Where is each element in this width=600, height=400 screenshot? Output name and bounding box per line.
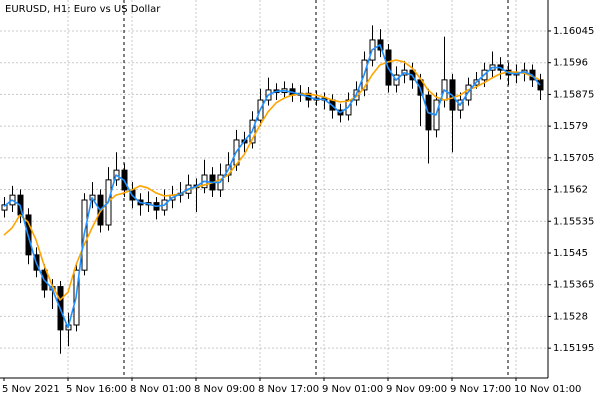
y-tick-label: 1.15195 — [553, 343, 594, 354]
y-tick-label: 1.16045 — [553, 26, 594, 37]
mark-layer — [1, 25, 544, 354]
chart-title: EURUSD, H1: Euro vs US Dollar — [5, 4, 161, 15]
y-tick-label: 1.15705 — [553, 153, 594, 164]
y-tick-label: 1.1562 — [553, 185, 588, 196]
x-tick-label: 8 Nov 09:00 — [194, 384, 255, 395]
candle-body — [1, 204, 8, 211]
y-tick-label: 1.1528 — [553, 311, 588, 322]
x-tick-label: 10 Nov 01:00 — [514, 384, 581, 395]
x-tick-label: 9 Nov 17:00 — [450, 384, 511, 395]
y-tick-label: 1.15875 — [553, 89, 594, 100]
x-tick-label: 8 Nov 17:00 — [258, 384, 319, 395]
x-tick-label: 8 Nov 01:00 — [130, 384, 191, 395]
y-tick-label: 1.1579 — [553, 121, 588, 132]
y-tick-label: 1.15535 — [553, 216, 594, 227]
y-tick-label: 1.15365 — [553, 280, 594, 291]
candle-body — [537, 79, 544, 91]
y-tick-label: 1.1596 — [553, 58, 588, 69]
indicator-line — [3, 43, 541, 329]
x-tick-label: 9 Nov 09:00 — [386, 384, 447, 395]
indicator-line — [3, 59, 541, 301]
x-tick-label: 5 Nov 2021 — [2, 384, 60, 395]
x-tick-label: 5 Nov 16:00 — [66, 384, 127, 395]
y-tick-label: 1.1545 — [553, 248, 588, 259]
x-tick-label: 9 Nov 01:00 — [322, 384, 383, 395]
